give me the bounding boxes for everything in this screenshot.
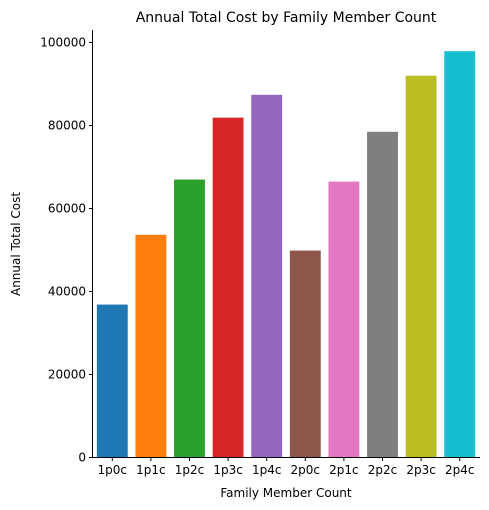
y-tick-label-100000: 100000: [40, 36, 86, 50]
y-tick-label-60000: 60000: [48, 202, 86, 216]
bars-group: [96, 51, 476, 458]
x-tick-label-1p0c: 1p0c: [98, 463, 127, 477]
bar-1p4c: [251, 94, 283, 458]
y-tick-label-20000: 20000: [48, 368, 86, 382]
bar-2p1c: [328, 181, 360, 458]
bar-2p2c: [367, 131, 398, 457]
x-axis-ticks: 1p0c 1p1c 1p2c 1p3c 1p4c 2p0c 2p1c 2p2c 2p3c 2p4c: [98, 457, 474, 477]
bar-1p2c: [174, 179, 205, 457]
y-axis-label: Annual Total Cost: [9, 192, 23, 296]
y-tick-label-40000: 40000: [48, 285, 86, 299]
bar-1p0c: [96, 304, 128, 457]
bar-1p3c: [212, 117, 244, 457]
chart-title: Annual Total Cost by Family Member Count: [136, 10, 437, 26]
x-axis-label: Family Member Count: [220, 486, 352, 500]
x-tick-label-2p4c: 2p4c: [445, 463, 474, 477]
x-tick-label-2p1c: 2p1c: [329, 463, 358, 477]
x-tick-label-1p3c: 1p3c: [213, 463, 242, 477]
x-tick-label-1p2c: 1p2c: [175, 463, 204, 477]
bar-2p3c: [405, 75, 437, 457]
bar-1p1c: [135, 234, 167, 457]
x-tick-label-1p4c: 1p4c: [252, 463, 281, 477]
x-tick-label-1p1c: 1p1c: [136, 463, 165, 477]
x-tick-label-2p3c: 2p3c: [406, 463, 435, 477]
bar-2p4c: [444, 51, 476, 458]
x-tick-label-2p0c: 2p0c: [291, 463, 320, 477]
bar-2p0c: [289, 250, 321, 457]
x-tick-label-2p2c: 2p2c: [368, 463, 397, 477]
y-tick-label-0: 0: [78, 451, 86, 465]
y-tick-label-80000: 80000: [48, 119, 86, 133]
y-axis-ticks: 0 20000 40000 60000 80000 100000: [40, 36, 93, 465]
